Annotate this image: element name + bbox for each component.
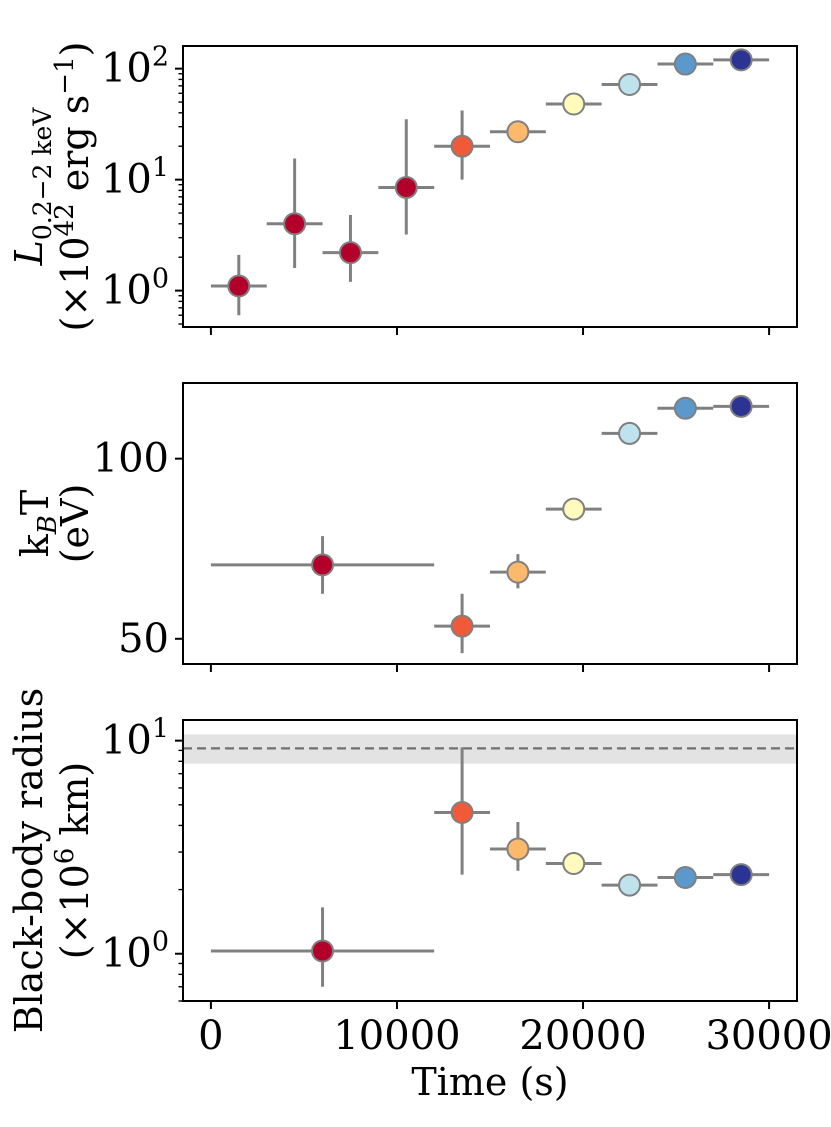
data-point <box>713 48 770 72</box>
axes-frame <box>182 45 798 328</box>
x-axis-label: Time (s) <box>411 1060 568 1104</box>
data-point <box>266 158 323 268</box>
data-point <box>657 52 714 76</box>
marker <box>729 394 753 418</box>
marker <box>618 873 642 897</box>
y-tick-label: 102 <box>101 42 169 92</box>
data-point <box>210 536 435 594</box>
data-point <box>545 497 602 521</box>
marker <box>673 396 697 420</box>
data-point <box>713 863 770 887</box>
data-point <box>657 396 714 420</box>
marker <box>311 553 335 577</box>
data-point <box>322 215 379 282</box>
data-point <box>601 873 658 897</box>
data-point <box>657 865 714 889</box>
x-tick-label: 30000 <box>705 1013 831 1059</box>
axes-frame <box>182 719 798 1002</box>
y-axis-label-line1: kBT <box>13 490 63 558</box>
panel-2: 50 100 kBT(eV) <box>13 382 798 672</box>
marker <box>338 241 362 265</box>
marker <box>506 560 530 584</box>
marker <box>227 274 251 298</box>
y-axis-label-line2: (eV) <box>53 484 97 564</box>
data-point <box>713 394 770 418</box>
x-tick-label: 20000 <box>519 1013 646 1059</box>
y-tick-label: 100 <box>101 264 169 314</box>
y-axis-label-line2: (×1042 erg s−1) <box>50 42 97 332</box>
y-axis-label-line1: L0.2−2 keV <box>7 107 57 267</box>
data-point <box>545 852 602 876</box>
axes-frame <box>182 382 798 665</box>
marker <box>618 72 642 96</box>
data-point <box>490 822 546 871</box>
data-point <box>434 593 490 654</box>
marker <box>562 92 586 116</box>
y-axis-label-line2: (×106 km) <box>50 762 97 960</box>
data-point <box>490 554 546 589</box>
y-tick-label: 101 <box>101 714 169 764</box>
data-point <box>545 92 602 116</box>
data-point <box>434 110 490 180</box>
data-point <box>601 72 658 96</box>
marker <box>562 852 586 876</box>
x-tick-label: 0 <box>198 1013 223 1059</box>
y-tick-label: 100 <box>101 927 169 977</box>
y-tick-label: 101 <box>101 153 169 203</box>
data-point <box>434 747 490 875</box>
y-axis-label-line1: Black-body radius <box>7 688 51 1034</box>
marker <box>673 52 697 76</box>
panel-1: 100 101 102 L0.2−2 keV(×1042 erg s−1) <box>7 42 798 335</box>
marker <box>673 865 697 889</box>
marker <box>618 421 642 445</box>
data-point <box>210 254 267 316</box>
panel-3: 0 10000 20000 30000 100 101 Black-body radius(… <box>7 688 831 1104</box>
y-tick-label: 50 <box>118 616 169 662</box>
marker <box>311 939 335 963</box>
marker <box>562 497 586 521</box>
data-point <box>378 119 435 235</box>
marker <box>394 175 418 199</box>
x-tick-label: 10000 <box>333 1013 460 1059</box>
data-point <box>601 421 658 445</box>
marker <box>506 837 530 861</box>
marker <box>450 614 474 638</box>
y-tick-label: 100 <box>93 436 169 482</box>
marker <box>729 48 753 72</box>
marker <box>729 863 753 887</box>
data-point <box>210 907 435 987</box>
marker <box>506 120 530 144</box>
data-point <box>490 120 546 144</box>
marker <box>283 212 307 236</box>
marker <box>450 801 474 825</box>
marker <box>450 134 474 158</box>
